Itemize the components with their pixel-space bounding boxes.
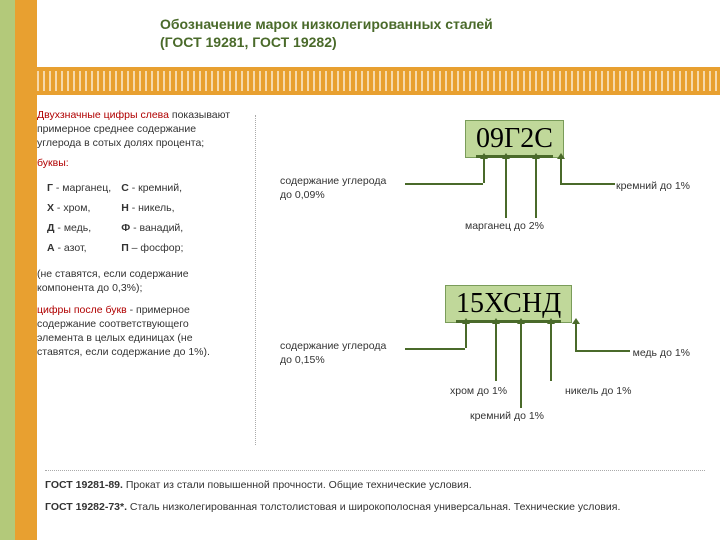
arrow <box>405 183 483 185</box>
page-title: Обозначение марок низколегированных стал… <box>160 15 493 51</box>
arrow <box>560 183 615 185</box>
arrow <box>465 323 467 348</box>
arrow <box>483 158 485 183</box>
arrow <box>520 323 522 408</box>
arrow <box>535 158 537 218</box>
note2-red: цифры после букв <box>37 304 127 316</box>
arrow <box>405 348 465 350</box>
d2-label-carbon: содержание углерода до 0,15% <box>280 340 400 367</box>
arrow <box>550 323 552 381</box>
footer-gost2: ГОСТ 19282-73*. Сталь низколегированная … <box>45 500 705 515</box>
letters-table: Г - марганец,С - кремний, Х - хром,Н - н… <box>45 177 193 259</box>
d1-label-si: кремний до 1% <box>616 180 690 194</box>
accent-stripe-green <box>0 0 15 540</box>
title-line1: Обозначение марок низколегированных стал… <box>160 15 493 33</box>
d2-label-ni: никель до 1% <box>565 385 631 399</box>
arrow <box>575 350 630 352</box>
arrow <box>505 158 507 218</box>
intro-red: Двухзначные цифры слева <box>37 109 169 121</box>
arrow <box>495 323 497 381</box>
d2-label-cr: хром до 1% <box>450 385 507 399</box>
diagram-15hsnd: 15ХСНД содержание углерода до 0,15% медь… <box>280 285 700 435</box>
d2-label-si: кремний до 1% <box>470 410 544 424</box>
note-parenthesis: (не ставятся, если содержание компонента… <box>37 267 237 295</box>
footer-gost1: ГОСТ 19281-89. Прокат из стали повышенно… <box>45 478 705 493</box>
arrow <box>575 323 577 350</box>
accent-stripe-orange <box>15 0 37 540</box>
footer-refs: ГОСТ 19281-89. Прокат из стали повышенно… <box>45 470 705 515</box>
arrow <box>560 158 562 183</box>
d2-label-cu: медь до 1% <box>633 347 690 361</box>
divider-vertical <box>255 115 256 445</box>
d1-label-carbon: содержание углерода до 0,09% <box>280 175 400 202</box>
header-bar <box>37 67 720 95</box>
intro-paragraph: Двухзначные цифры слева показывают приме… <box>37 108 237 151</box>
diagram-09g2s: 09Г2С содержание углерода до 0,09% кремн… <box>280 120 700 250</box>
d1-label-mn: марганец до 2% <box>465 220 544 234</box>
title-line2: (ГОСТ 19281, ГОСТ 19282) <box>160 33 493 51</box>
note-digits: цифры после букв - примерное содержание … <box>37 303 237 360</box>
